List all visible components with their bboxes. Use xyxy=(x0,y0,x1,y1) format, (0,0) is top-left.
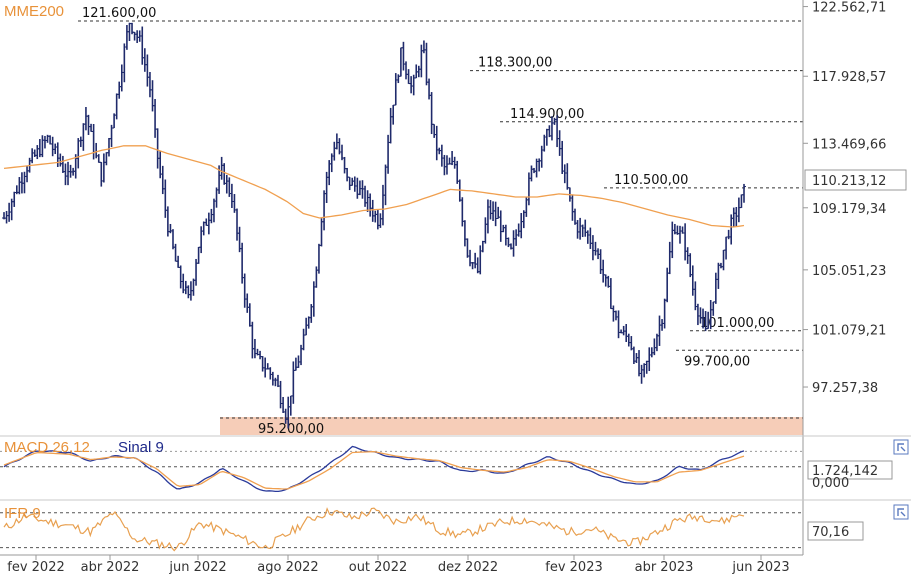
price-tick-label: 109.179,34 xyxy=(812,202,886,217)
x-tick-label: fev 2023 xyxy=(545,560,602,575)
ema200-line xyxy=(3,145,745,228)
price-tick-label: 105.051,23 xyxy=(812,264,886,279)
x-tick-label: dez 2022 xyxy=(438,560,498,575)
x-axis-ticks: fev 2022 abr 2022 jun 2022 ago 2022 out 2022… xyxy=(7,555,790,575)
price-panel-title: MME200 xyxy=(4,3,64,20)
x-tick-label: jun 2022 xyxy=(168,560,226,575)
x-tick-label: out 2022 xyxy=(349,560,408,575)
rsi-last-value: 70,16 xyxy=(812,525,849,540)
macd-panel xyxy=(0,445,803,493)
level-label: 114.900,00 xyxy=(510,107,584,122)
macd-last-value: 1.724,142 xyxy=(812,464,878,479)
price-last-value: 110.213,12 xyxy=(812,174,886,189)
level-label: 110.500,00 xyxy=(614,173,688,188)
price-tick-label: 122.562,71 xyxy=(812,1,886,16)
rsi-panel-title: IFR 9 xyxy=(4,505,41,522)
rsi-settings-icon[interactable] xyxy=(893,504,909,520)
macd-panel-title: MACD 26,12 xyxy=(4,439,90,456)
x-tick-label: ago 2022 xyxy=(257,560,318,575)
x-tick-label: jun 2023 xyxy=(731,560,789,575)
macd-signal-title: Sinal 9 xyxy=(118,439,164,456)
level-label: 101.000,00 xyxy=(700,316,774,331)
macd-zero-label: 0,000 xyxy=(812,476,849,491)
macd-line xyxy=(3,445,745,493)
price-last-value-box xyxy=(804,169,907,191)
x-tick-label: fev 2022 xyxy=(7,560,64,575)
price-bars xyxy=(2,22,746,429)
x-tick-label: abr 2023 xyxy=(635,560,694,575)
rsi-line xyxy=(3,507,745,552)
macd-settings-icon[interactable] xyxy=(893,439,909,455)
level-label: 99.700,00 xyxy=(684,354,750,369)
support-zone xyxy=(220,417,803,435)
level-label: 121.600,00 xyxy=(82,6,156,21)
macd-last-value-box xyxy=(807,460,893,480)
price-y-ticks: 122.562,71 117.928,57 113.469,66 109.179,34… xyxy=(803,1,886,396)
signal-line xyxy=(3,450,745,490)
price-tick-label: 97.257,38 xyxy=(812,381,878,396)
level-label: 95.200,00 xyxy=(258,422,324,437)
x-tick-label: abr 2022 xyxy=(81,560,140,575)
price-levels: 121.600,00 118.300,00 114.900,00 110.500,00… xyxy=(78,6,803,437)
price-tick-label: 117.928,57 xyxy=(812,70,886,85)
price-tick-label: 101.079,21 xyxy=(812,324,886,339)
price-tick-label: 113.469,66 xyxy=(812,137,886,152)
rsi-last-value-box xyxy=(807,521,864,541)
rsi-panel xyxy=(0,507,803,552)
level-label: 118.300,00 xyxy=(478,56,552,71)
